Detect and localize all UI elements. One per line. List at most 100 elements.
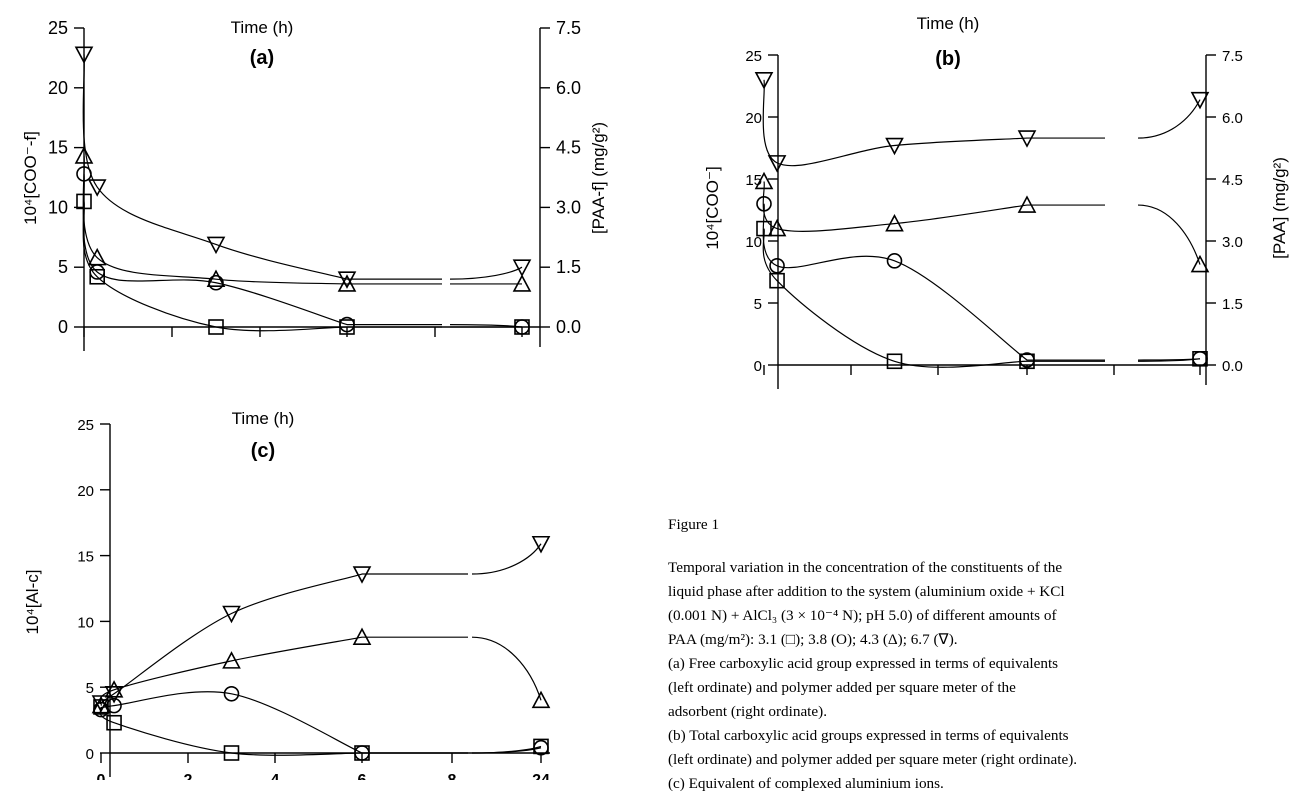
left-axis-title-a: 10⁴[COO⁻-f] xyxy=(21,131,40,225)
y-tick-label-left: 10 xyxy=(77,614,94,631)
figure-caption: Figure 1 Temporal variation in the conce… xyxy=(668,515,1292,798)
data-point-square xyxy=(756,220,772,237)
caption-line: Temporal variation in the concentration … xyxy=(668,559,1063,576)
y-tick-label-right: 4.5 xyxy=(1222,172,1243,189)
data-point-triangle-down xyxy=(74,46,94,65)
data-point-square xyxy=(769,272,785,289)
x-tick-label: 24 xyxy=(532,772,550,780)
data-point-triangle-down xyxy=(512,259,532,277)
caption-line: (left ordinate) and polymer added per sq… xyxy=(668,751,1078,768)
figure-label: Figure 1 xyxy=(668,516,720,533)
panel-label-c: (c) xyxy=(251,440,275,462)
right-axis-title-b: [PAA] (mg/g²) xyxy=(1270,157,1289,259)
y-tick-label-left: 5 xyxy=(86,680,94,697)
y-tick-label-right: 3.0 xyxy=(556,197,581,217)
caption-line: (a) Free carboxylic acid group expressed… xyxy=(668,655,1059,672)
data-point-triangle-up xyxy=(337,274,357,292)
data-point-circle xyxy=(223,685,240,702)
series-curve-tail-circle xyxy=(1137,358,1201,361)
data-point-square xyxy=(886,353,903,370)
panel-label-b: (b) xyxy=(935,48,961,70)
series-curve-circle xyxy=(99,691,468,754)
data-point-triangle-up xyxy=(531,690,551,709)
y-tick-label-left: 10 xyxy=(48,197,68,217)
data-point-circle xyxy=(533,739,549,756)
data-point-circle xyxy=(886,253,903,269)
data-point-square xyxy=(76,193,92,210)
caption-line: liquid phase after addition to the syste… xyxy=(668,583,1065,600)
y-tick-label-left: 15 xyxy=(77,549,94,566)
data-point-triangle-up xyxy=(512,274,532,292)
series-curve-square xyxy=(82,201,442,332)
y-tick-label-left: 25 xyxy=(48,18,68,38)
y-tick-label-left: 20 xyxy=(77,483,94,500)
y-tick-label-right: 7.5 xyxy=(556,18,581,38)
data-point-triangle-up xyxy=(206,269,226,287)
data-point-circle xyxy=(76,166,92,182)
series-curve-triangle-up xyxy=(82,155,442,285)
chart-panel-b: Time (h) (b) 10⁴[COO⁻] [PAA] (mg/g²) 0 5 1… xyxy=(703,14,1289,389)
data-point-triangle-up xyxy=(885,213,904,232)
data-point-circle xyxy=(339,316,355,333)
series-curve-tail-triangle-down xyxy=(1137,99,1201,139)
data-point-circle xyxy=(1019,352,1035,368)
data-point-circle xyxy=(1192,350,1208,367)
y-tick-label-left: 5 xyxy=(754,296,762,313)
caption-line: adsorbent (right ordinate). xyxy=(668,703,827,720)
series-curve-circle xyxy=(762,203,1105,361)
left-axis-title-b: 10⁴[COO⁻] xyxy=(703,166,722,249)
data-point-triangle-down xyxy=(222,605,241,624)
series-curve-triangle-down xyxy=(762,79,1105,167)
y-tick-label-right: 1.5 xyxy=(1222,296,1243,313)
x-tick-label: 2 xyxy=(184,772,193,780)
data-point-triangle-up xyxy=(754,171,774,190)
y-tick-label-right: 3.0 xyxy=(1222,234,1243,251)
y-tick-label-left: 10 xyxy=(745,234,762,251)
data-point-triangle-up xyxy=(767,218,787,237)
data-point-triangle-down xyxy=(337,271,357,289)
data-point-square xyxy=(208,319,224,335)
caption-line: (c) Equivalent of complexed aluminium io… xyxy=(668,775,944,792)
series-curve-triangle-up xyxy=(99,636,468,707)
series-curve-tail-triangle-up xyxy=(1137,204,1201,265)
data-point-triangle-up xyxy=(74,146,94,164)
y-tick-label-right: 6.0 xyxy=(556,78,581,98)
data-point-square xyxy=(223,745,240,761)
data-point-triangle-up xyxy=(104,680,124,698)
data-point-circle xyxy=(769,257,785,274)
data-point-square xyxy=(106,714,122,731)
data-point-triangle-up xyxy=(87,247,107,266)
data-point-triangle-down xyxy=(1190,91,1210,110)
chart-panel-c: Time (h) (c) 10⁴[Al-c] 05101520250246824 xyxy=(23,409,551,780)
series-curve-tail-triangle-down xyxy=(471,543,542,575)
data-point-triangle-down xyxy=(206,236,226,255)
data-point-circle xyxy=(354,745,370,761)
data-point-triangle-down xyxy=(754,72,774,90)
data-point-triangle-up xyxy=(222,651,241,669)
data-point-triangle-down xyxy=(91,695,111,713)
y-tick-label-left: 15 xyxy=(48,138,68,158)
data-point-triangle-down xyxy=(767,155,787,173)
x-axis-title-a: Time (h) xyxy=(231,18,294,37)
series-curve-tail-triangle-up xyxy=(471,636,542,701)
series-curve-triangle-down xyxy=(82,54,442,280)
series-curve-square xyxy=(99,706,468,756)
x-axis-title-c: Time (h) xyxy=(232,409,295,428)
data-point-circle xyxy=(756,196,772,212)
series-curve-tail-circle xyxy=(471,747,542,754)
y-tick-label-left: 0 xyxy=(58,317,68,337)
data-point-triangle-down xyxy=(885,137,904,156)
data-point-triangle-down xyxy=(104,685,124,704)
caption-line: (0.001 N) + AlCl₃ (3 × 10⁻⁴ N); pH 5.0) … xyxy=(668,607,1057,624)
series-curve-triangle-down xyxy=(99,573,468,705)
x-tick-label: 6 xyxy=(358,772,367,780)
y-tick-label-left: 20 xyxy=(745,110,762,127)
y-tick-label-right: 0.0 xyxy=(556,317,581,337)
caption-line: (b) Total carboxylic acid groups express… xyxy=(668,727,1069,744)
data-point-triangle-up xyxy=(1017,195,1037,213)
x-tick-label: 0 xyxy=(97,772,106,780)
x-tick-label: 4 xyxy=(271,772,280,780)
y-tick-label-left: 0 xyxy=(86,746,94,763)
data-point-square xyxy=(89,268,105,285)
y-tick-label-left: 25 xyxy=(745,48,762,65)
